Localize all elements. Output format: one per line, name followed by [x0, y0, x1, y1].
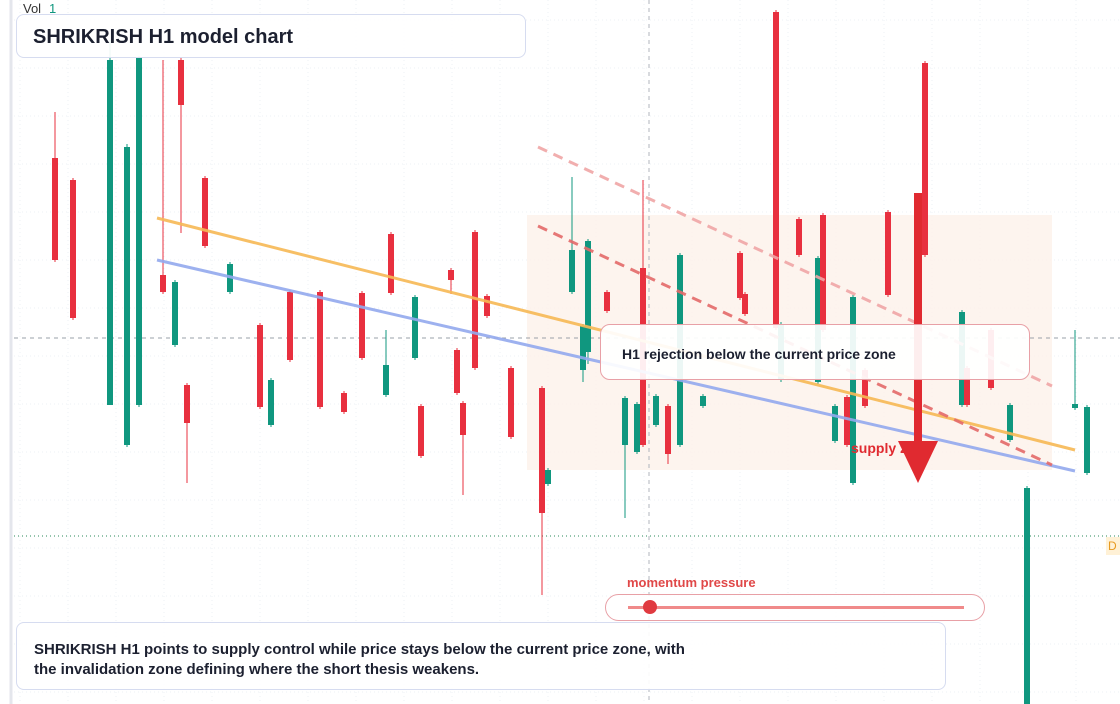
- candle-body: [737, 253, 743, 298]
- candle-body: [850, 297, 856, 483]
- trendline: [537, 224, 1053, 467]
- gauge-knob: [643, 600, 657, 614]
- candle-body: [653, 396, 659, 425]
- candle-body: [124, 147, 130, 445]
- candle-body: [472, 232, 478, 368]
- summary-line: SHRIKRISH H1 points to supply control wh…: [34, 641, 685, 658]
- volume-value: 1: [49, 1, 57, 16]
- candle-body: [796, 219, 802, 255]
- candle-body: [287, 292, 293, 360]
- candle-body: [700, 396, 706, 406]
- candle-body: [922, 63, 928, 255]
- candle-body: [184, 385, 190, 423]
- callout-box: H1 rejection below the current price zon…: [600, 324, 1030, 380]
- candle-body: [1072, 404, 1078, 408]
- candle-body: [448, 270, 454, 280]
- candle-body: [832, 406, 838, 441]
- candle-body: [172, 282, 178, 345]
- callout-text: H1 rejection below the current price zon…: [622, 346, 896, 362]
- candle-body: [160, 275, 166, 292]
- candle-body: [412, 297, 418, 358]
- candle-body: [580, 326, 586, 370]
- momentum-gauge: [605, 594, 985, 621]
- momentum-label: momentum pressure: [627, 575, 756, 590]
- candle-body: [202, 178, 208, 246]
- arrow-head: [898, 441, 938, 483]
- candle-body: [1007, 405, 1013, 440]
- summary-text: SHRIKRISH H1 points to supply control wh…: [34, 640, 685, 680]
- candle-body: [52, 158, 58, 260]
- candle-body: [268, 380, 274, 425]
- candle-body: [341, 393, 347, 412]
- candle-body: [178, 60, 184, 105]
- candle-body: [815, 258, 821, 382]
- candle-body: [545, 470, 551, 484]
- candle-body: [844, 397, 850, 445]
- candle-body: [359, 293, 365, 358]
- candle-body: [634, 404, 640, 452]
- summary-line: the invalidation zone defining where the…: [34, 661, 480, 678]
- candle-body: [388, 234, 394, 293]
- candle-body: [70, 180, 76, 318]
- zone-label: supply zone: [851, 440, 932, 456]
- volume-label: Vol: [23, 1, 42, 16]
- candle-body: [885, 212, 891, 295]
- edge-label: D: [1106, 537, 1120, 555]
- candle-body: [585, 241, 591, 352]
- candle-body: [539, 388, 545, 513]
- gauge-track: [628, 606, 964, 609]
- candle-body: [569, 250, 575, 292]
- candle-body: [383, 365, 389, 395]
- candle-body: [964, 368, 970, 405]
- candle-body: [862, 370, 868, 406]
- candle-body: [257, 325, 263, 407]
- candle-body: [418, 406, 424, 456]
- candle-body: [622, 398, 628, 445]
- candle-body: [604, 292, 610, 311]
- chart-title: SHRIKRISH H1 model chart: [33, 26, 294, 48]
- candle-body: [484, 296, 490, 316]
- candle-body: [742, 294, 748, 314]
- candle-body: [107, 60, 113, 405]
- trendline: [537, 145, 1053, 388]
- candle-body: [454, 350, 460, 393]
- summary-box: SHRIKRISH H1 points to supply control wh…: [16, 622, 946, 690]
- candle-body: [136, 58, 142, 405]
- candle-body: [665, 406, 671, 454]
- candle-body: [773, 12, 779, 328]
- title-box: SHRIKRISH H1 model chart: [16, 14, 526, 58]
- candle-body: [1024, 488, 1030, 704]
- candle-body: [1084, 407, 1090, 473]
- candle-body: [820, 215, 826, 330]
- candle-body: [508, 368, 514, 437]
- candle-body: [460, 403, 466, 435]
- candle-body: [317, 292, 323, 407]
